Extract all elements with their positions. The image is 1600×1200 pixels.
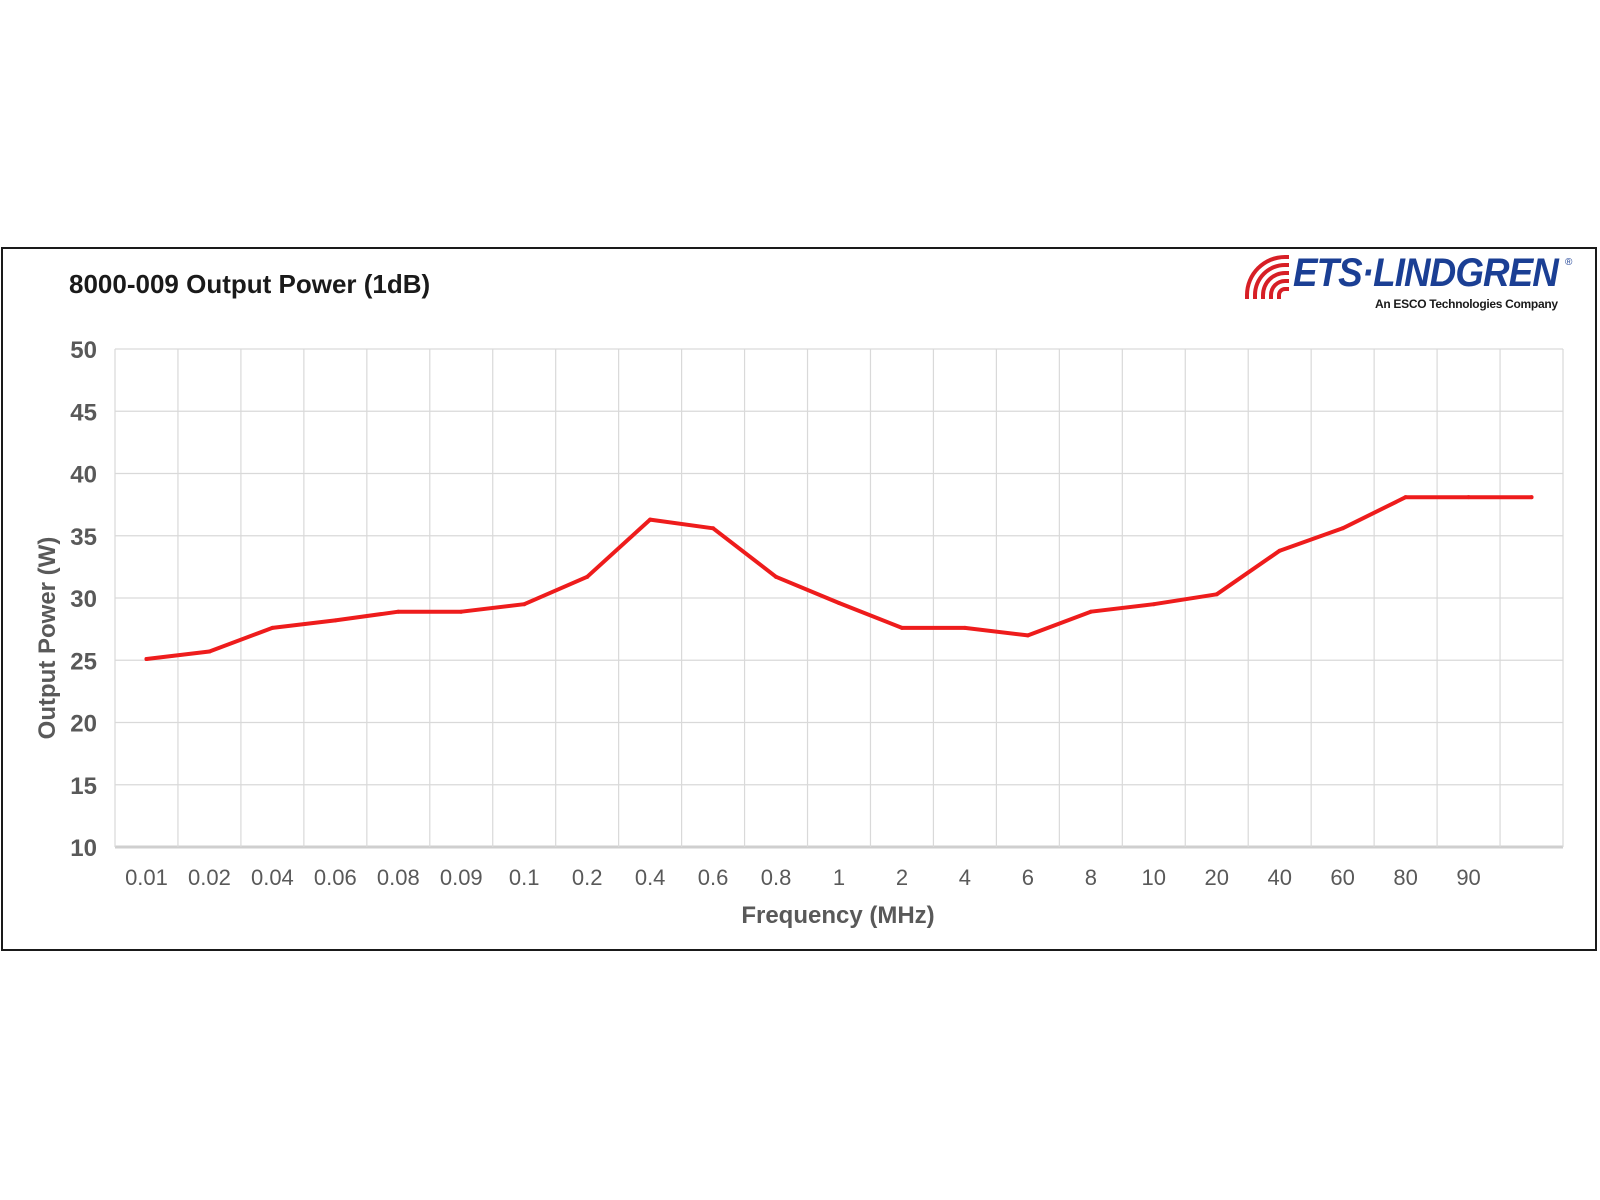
x-tick-label: 6: [1022, 865, 1034, 890]
data-point: [1403, 495, 1408, 500]
x-axis-title: Frequency (MHz): [741, 902, 934, 929]
x-tick-label: 0.09: [440, 865, 483, 890]
y-tick-label: 15: [70, 773, 97, 800]
data-point: [899, 625, 904, 630]
y-tick-label: 30: [70, 586, 97, 613]
data-point: [837, 600, 841, 605]
x-tick-label: 0.2: [572, 865, 603, 890]
data-point: [1466, 495, 1471, 500]
data-point: [522, 602, 527, 607]
data-point: [585, 574, 590, 579]
data-point: [1340, 526, 1345, 531]
x-tick-label: 8: [1085, 865, 1097, 890]
data-point: [1025, 633, 1030, 638]
logo-wordmark: ETS·LINDGREN: [1293, 251, 1559, 295]
x-tick-label: 60: [1330, 865, 1354, 890]
x-tick-label: 0.4: [635, 865, 666, 890]
chart-title: 8000-009 Output Power (1dB): [69, 269, 431, 299]
y-axis-ticks: 10 15 20 25 30 35 40 45 50: [70, 337, 97, 862]
data-point: [962, 625, 967, 630]
x-tick-label: 10: [1142, 865, 1166, 890]
y-tick-label: 40: [70, 462, 97, 489]
data-point: [1529, 495, 1534, 500]
data-point: [1088, 609, 1093, 614]
data-point: [1214, 592, 1219, 597]
chart-frame: 8000-009 Output Power (1dB) ETS·LINDGREN…: [1, 247, 1597, 951]
y-tick-label: 20: [70, 711, 97, 738]
x-tick-label: 0.04: [251, 865, 294, 890]
data-point: [144, 657, 149, 662]
y-axis-title: Output Power (W): [34, 537, 61, 740]
x-tick-label: 1: [833, 865, 845, 890]
x-tick-label: 0.8: [761, 865, 792, 890]
y-tick-label: 45: [70, 399, 97, 426]
data-point: [648, 517, 653, 522]
company-logo: ETS·LINDGREN ® An ESCO Technologies Comp…: [1243, 251, 1583, 317]
x-tick-label: 0.01: [125, 865, 168, 890]
series-line: [144, 495, 1534, 661]
x-tick-label: 90: [1456, 865, 1480, 890]
data-point: [774, 574, 779, 579]
x-tick-label: 80: [1393, 865, 1417, 890]
series: [144, 495, 1534, 662]
data-point: [1151, 602, 1156, 607]
x-tick-label: 0.6: [698, 865, 729, 890]
grid: [114, 348, 1564, 849]
logo-tagline: An ESCO Technologies Company: [1375, 297, 1558, 311]
y-tick-label: 50: [70, 337, 97, 364]
x-tick-label: 20: [1204, 865, 1228, 890]
y-tick-label: 35: [70, 524, 97, 551]
data-point: [396, 609, 401, 614]
x-axis-ticks: 0.01 0.02 0.04 0.06 0.08 0.09 0.1 0.2 0.4 0.6 0.8 1…: [125, 865, 1481, 890]
x-tick-label: 4: [959, 865, 971, 890]
data-point: [270, 625, 275, 630]
x-tick-label: 0.06: [314, 865, 357, 890]
x-tick-label: 2: [896, 865, 908, 890]
x-tick-label: 0.08: [377, 865, 420, 890]
data-point: [207, 649, 212, 654]
data-point: [711, 526, 716, 531]
data-point: [459, 609, 464, 614]
x-tick-label: 40: [1267, 865, 1291, 890]
x-tick-label: 0.02: [188, 865, 231, 890]
data-point: [1277, 548, 1282, 553]
y-tick-label: 25: [70, 648, 97, 675]
signal-waves-icon: [1245, 255, 1289, 299]
logo-registered-mark: ®: [1565, 257, 1573, 268]
data-point: [333, 618, 338, 623]
x-tick-label: 0.1: [509, 865, 540, 890]
y-tick-label: 10: [70, 835, 97, 862]
